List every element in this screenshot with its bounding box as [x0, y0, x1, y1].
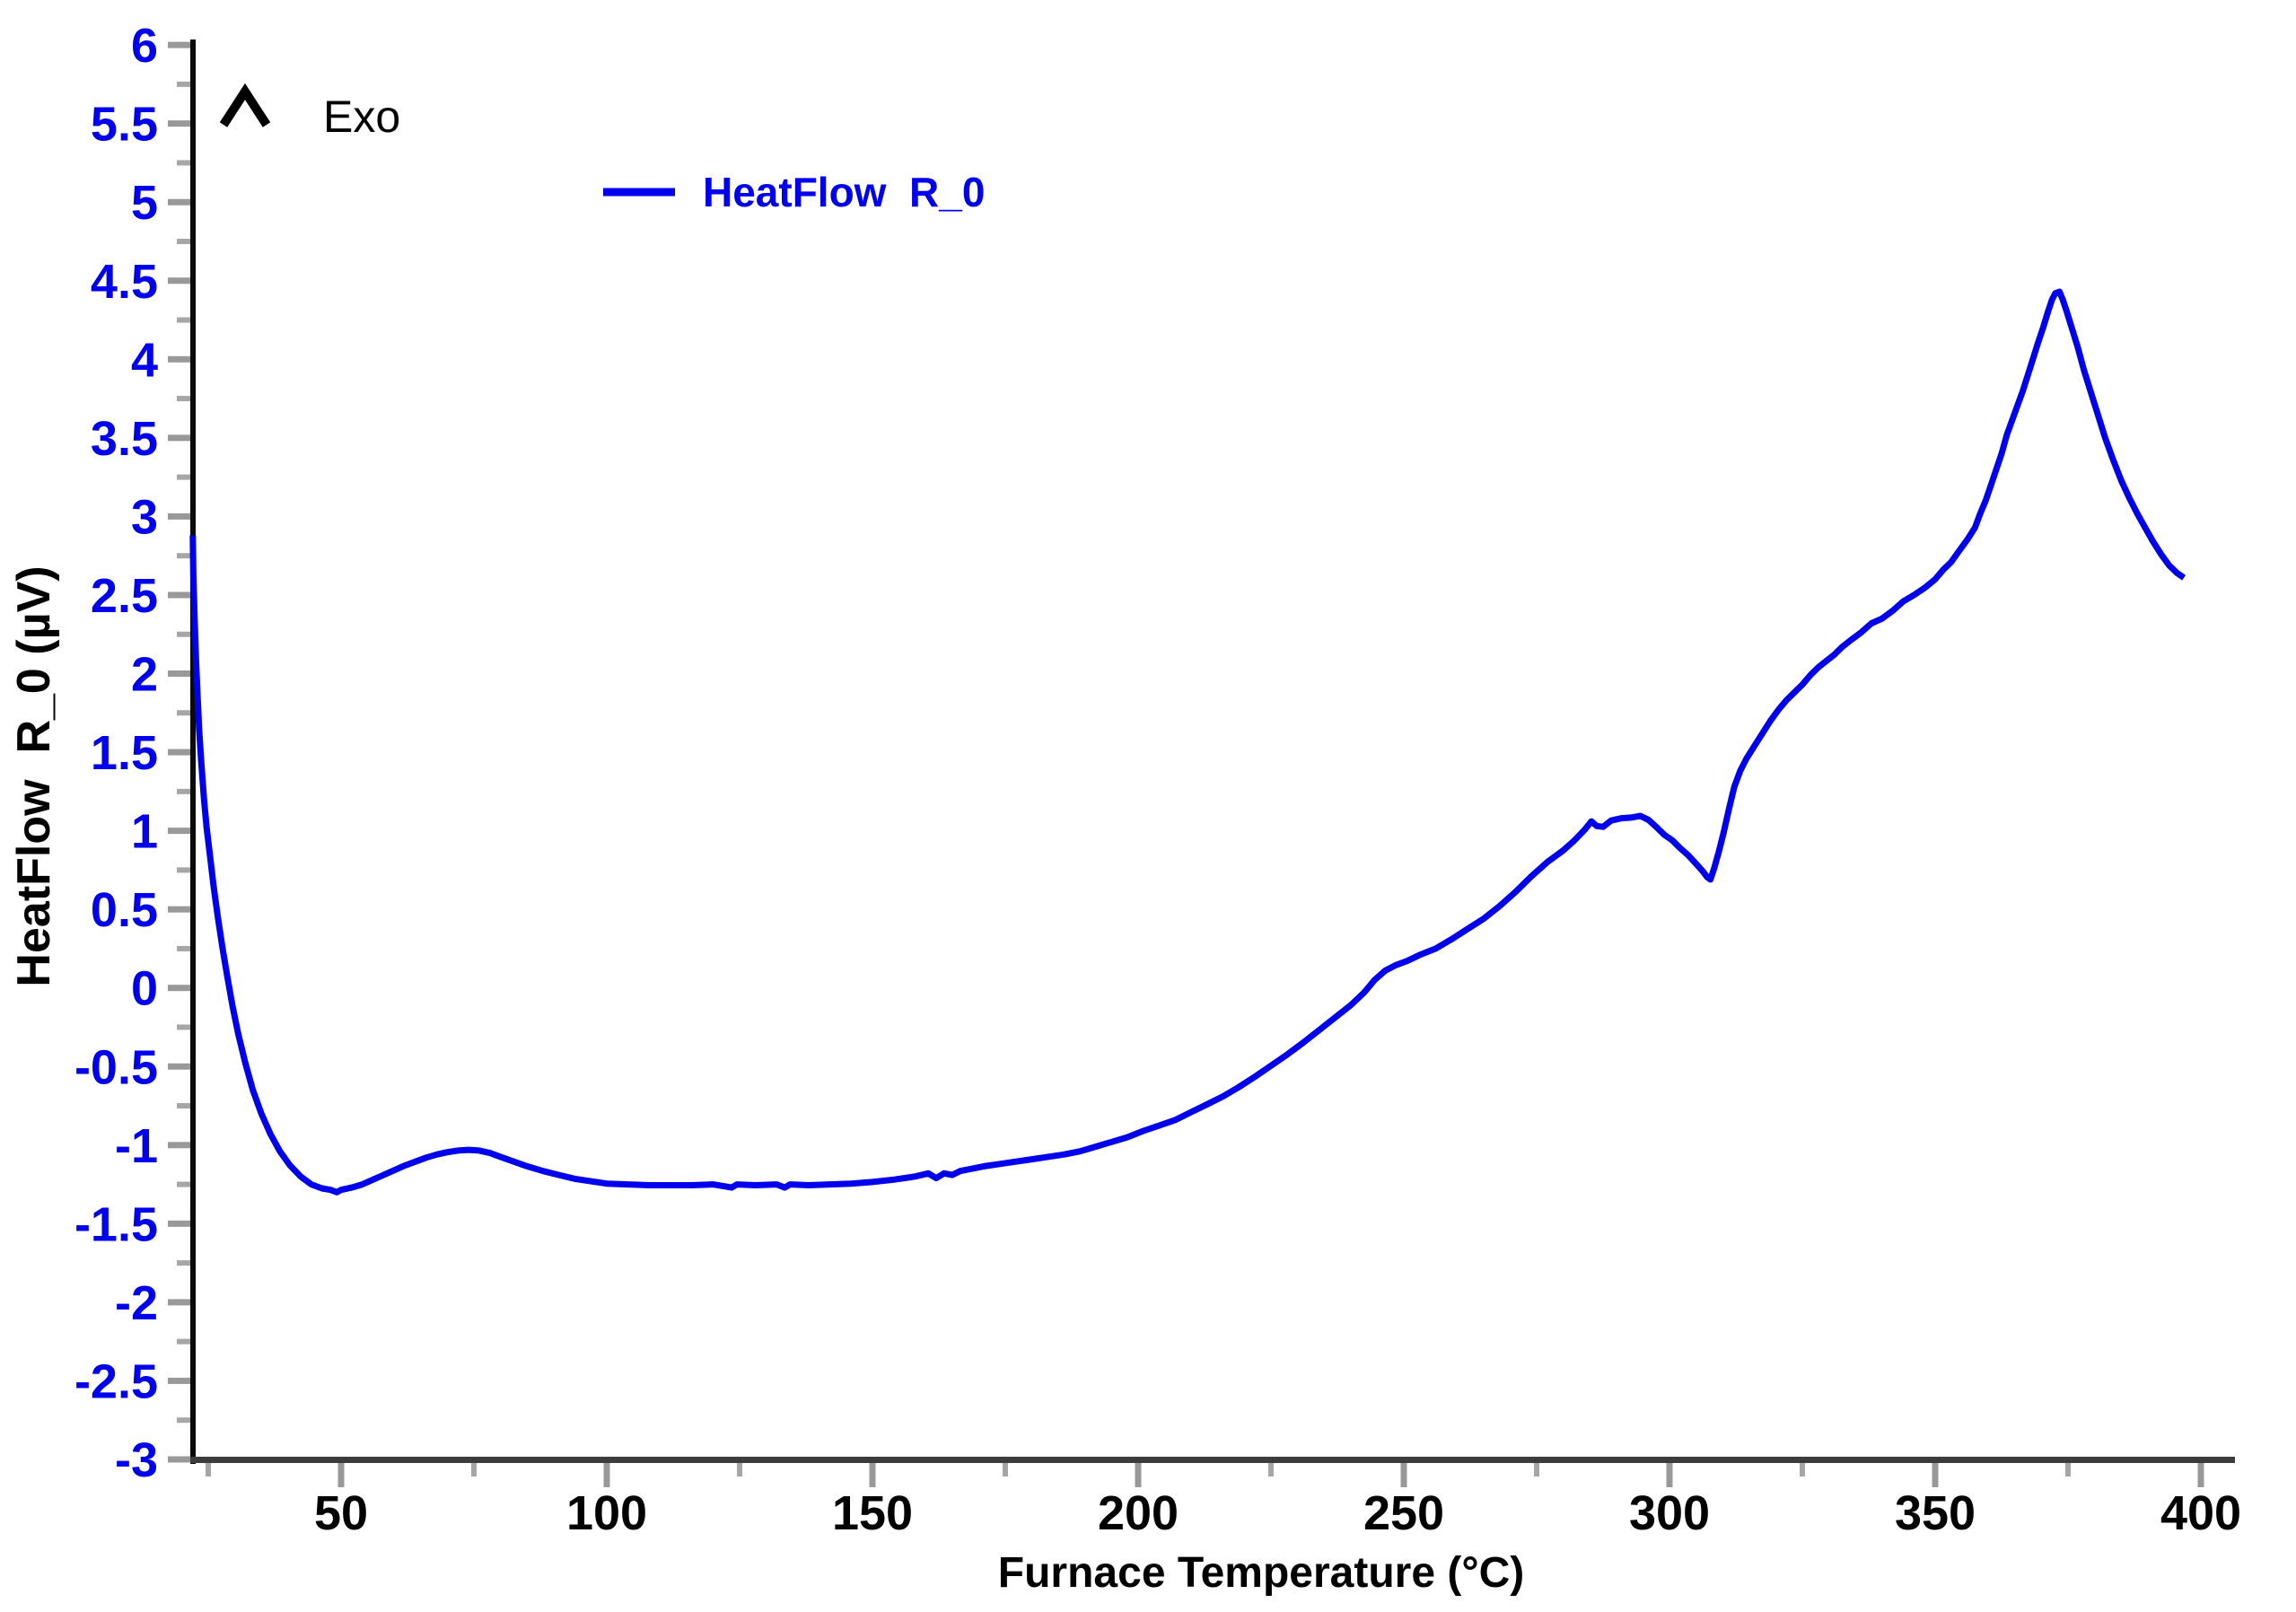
x-tick-label: 200 [1098, 1486, 1179, 1540]
x-major-tick [1666, 1463, 1673, 1487]
y-major-tick [168, 1063, 190, 1070]
x-minor-tick [1800, 1463, 1805, 1476]
y-major-tick [168, 670, 190, 677]
x-tick-label: 150 [832, 1486, 913, 1540]
y-minor-tick [177, 631, 190, 637]
y-axis-minor-ticks [177, 81, 190, 1424]
x-tick-label: 50 [314, 1486, 368, 1540]
x-minor-tick [2065, 1463, 2071, 1476]
x-axis-minor-ticks [206, 1463, 2071, 1476]
y-major-tick [168, 828, 190, 835]
y-tick-label: 3 [131, 490, 158, 544]
y-tick-label: 1.5 [91, 726, 158, 780]
y-major-tick [168, 1456, 190, 1463]
y-major-tick [168, 1377, 190, 1384]
y-minor-tick [177, 317, 190, 323]
x-axis-major-ticks [337, 1463, 2204, 1487]
y-tick-label: 4.5 [91, 255, 158, 309]
y-major-tick [168, 434, 190, 442]
y-axis-major-ticks [168, 41, 190, 1463]
y-minor-tick [177, 1103, 190, 1109]
y-tick-label: 0 [131, 962, 158, 1016]
x-tick-label: 400 [2160, 1486, 2241, 1540]
exo-label: Exo [323, 92, 400, 142]
y-tick-label: 2.5 [91, 569, 158, 623]
y-major-tick [168, 985, 190, 992]
y-tick-label: 5 [131, 176, 158, 230]
y-tick-label: -0.5 [74, 1040, 158, 1094]
y-major-tick [168, 120, 190, 127]
y-minor-tick [177, 1260, 190, 1266]
y-minor-tick [177, 1338, 190, 1345]
y-tick-label: 2 [131, 648, 158, 702]
legend-series-label: HeatFlow R_0 [703, 169, 985, 215]
y-minor-tick [177, 238, 190, 244]
y-tick-label: -3 [115, 1433, 158, 1487]
y-tick-label: 3.5 [91, 412, 158, 466]
y-axis-line [190, 39, 196, 1464]
y-major-tick [168, 1220, 190, 1227]
x-tick-label: 100 [566, 1486, 647, 1540]
y-axis-title: HeatFlow R_0 (µV) [8, 565, 60, 986]
x-tick-label: 350 [1895, 1486, 1976, 1540]
x-major-tick [337, 1463, 345, 1487]
y-minor-tick [177, 788, 190, 794]
y-tick-label: 5.5 [91, 98, 158, 152]
y-minor-tick [177, 81, 190, 87]
x-major-tick [603, 1463, 610, 1487]
y-minor-tick [177, 553, 190, 559]
x-major-tick [869, 1463, 876, 1487]
x-axis-tick-labels: 50 100 150 200 250 300 350 400 [314, 1486, 2241, 1540]
y-minor-tick [177, 867, 190, 873]
y-major-tick [168, 1142, 190, 1149]
x-tick-label: 250 [1363, 1486, 1444, 1540]
x-minor-tick [1534, 1463, 1539, 1476]
x-axis-line [190, 1457, 2235, 1463]
y-tick-label: 4 [131, 333, 158, 387]
heatflow-curve [189, 288, 2186, 1196]
y-tick-label: 6 [131, 19, 158, 73]
x-major-tick [2197, 1463, 2204, 1487]
x-minor-tick [1268, 1463, 1274, 1476]
y-minor-tick [177, 160, 190, 166]
x-major-tick [1932, 1463, 1939, 1487]
y-minor-tick [177, 1024, 190, 1030]
y-tick-label: -2 [115, 1276, 158, 1330]
y-minor-tick [177, 396, 190, 402]
y-tick-label: 1 [131, 805, 158, 859]
x-tick-label: 300 [1629, 1486, 1710, 1540]
y-tick-label: -1.5 [74, 1197, 158, 1251]
y-minor-tick [177, 1181, 190, 1187]
legend: HeatFlow R_0 [603, 169, 985, 215]
y-major-tick [168, 41, 190, 48]
x-minor-tick [471, 1463, 477, 1476]
y-minor-tick [177, 474, 190, 480]
y-major-tick [168, 277, 190, 285]
x-minor-tick [737, 1463, 742, 1476]
y-major-tick [168, 1299, 190, 1306]
y-tick-label: -2.5 [74, 1354, 158, 1408]
x-major-tick [1400, 1463, 1407, 1487]
y-minor-tick [177, 710, 190, 716]
x-minor-tick [206, 1463, 211, 1476]
exo-arrow-icon [219, 83, 271, 127]
x-major-tick [1135, 1463, 1142, 1487]
y-major-tick [168, 513, 190, 520]
y-minor-tick [177, 945, 190, 951]
y-tick-label: 0.5 [91, 883, 158, 937]
y-major-tick [168, 906, 190, 913]
x-minor-tick [1003, 1463, 1008, 1476]
y-major-tick [168, 591, 190, 599]
y-minor-tick [177, 1417, 190, 1424]
y-major-tick [168, 198, 190, 206]
y-tick-label: -1 [115, 1119, 158, 1173]
x-axis-title: Furnace Temperature (°C) [998, 1549, 1524, 1597]
y-major-tick [168, 749, 190, 756]
y-axis-tick-labels: 6 5.5 5 4.5 4 3.5 3 2.5 2 1.5 1 0.5 0 -0.5 -1 -1.5 -2 -2.… [74, 19, 158, 1487]
y-major-tick [168, 355, 190, 363]
